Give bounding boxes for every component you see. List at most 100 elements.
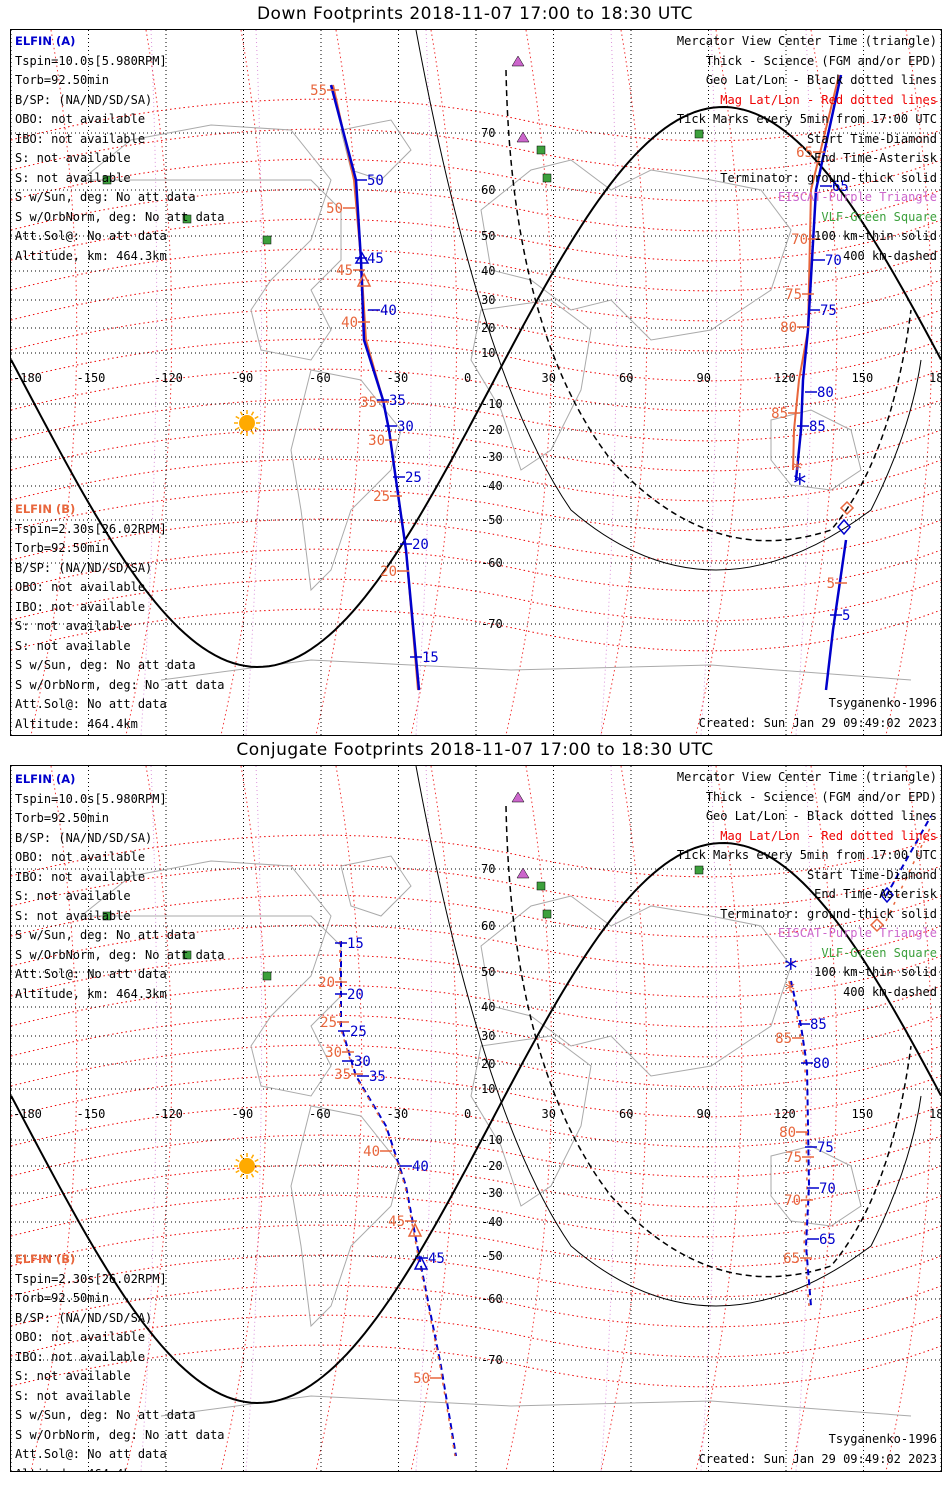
lon-label: 180 <box>929 1107 941 1121</box>
legend-item: 400 km-dashed <box>843 984 937 999</box>
legend-item: Mag Lat/Lon - Red dotted lines <box>720 92 937 107</box>
lon-label: 30 <box>542 371 556 385</box>
elfin-b-center-triangle <box>356 272 372 287</box>
terminator-ground <box>11 841 941 1405</box>
elfin-b-line: Torb=92.50min <box>15 1291 109 1305</box>
elfin-a-tick-label: 35 <box>369 1069 386 1085</box>
mag-lon-line <box>410 766 458 1471</box>
elfin-b-start-diamond <box>869 917 885 933</box>
legend-item: EISCAT-Purple Triangle <box>778 926 937 940</box>
lat-label: 20 <box>481 1057 495 1071</box>
mag-grid <box>11 766 941 1471</box>
map-panel-down: -180 -150 -120 -90 -60 -30 0 30 60 90 120 150 180 70 6… <box>10 29 942 736</box>
vlf-square <box>102 911 112 921</box>
lon-label: 90 <box>697 1107 711 1121</box>
elfin-a-east-tick-label: 85 <box>810 1017 827 1033</box>
elfin-b-line: Att.Sol@: No att data <box>15 697 167 711</box>
elfin-b-tick-label: 20 <box>380 564 397 580</box>
vlf-square <box>536 881 546 891</box>
elfin-a-tick-label: 30 <box>397 419 414 435</box>
mag-lon-line <box>505 30 553 735</box>
sun-icon <box>234 1153 260 1179</box>
lon-label: 120 <box>774 371 796 385</box>
lon-label: 180 <box>929 371 941 385</box>
legend-item: Terminator: ground-thick solid <box>720 906 937 921</box>
elfin-a-track-south <box>824 539 848 691</box>
legend-item: Mercator View Center Time (triangle) <box>676 770 937 784</box>
sun-icon <box>234 410 260 436</box>
elfin-a-tick-label: 45 <box>367 251 384 267</box>
elfin-a-line: S w/Sun, deg: No att data <box>15 190 196 204</box>
elfin-a-line: S w/OrbNorm, deg: No att data <box>15 947 225 962</box>
elfin-b-tick-label: 45 <box>388 1214 405 1230</box>
lat-label: -10 <box>481 397 503 411</box>
map-legend: Mercator View Center Time (triangle) Thic… <box>677 32 937 266</box>
coastline <box>79 124 342 361</box>
model-label: Tsyganenko-1996 <box>828 1432 937 1446</box>
lat-label: 10 <box>481 1082 495 1096</box>
elfin-a-tick-label: 35 <box>389 393 406 409</box>
elfin-b-east-tick-label: 80 <box>779 1125 796 1141</box>
elfin-a-east-tick-label: 5 <box>842 608 850 624</box>
elfin-b-track-east <box>792 74 840 471</box>
elfin-a-end-asterisk: ∗ <box>783 949 799 979</box>
lat-label: 50 <box>481 965 495 979</box>
coastline <box>480 895 792 1077</box>
elfin-a-tick-label: 50 <box>367 173 384 189</box>
lat-label: 40 <box>481 1000 495 1014</box>
eiscat-triangle <box>511 791 525 803</box>
elfin-b-east-tick-label: 80 <box>780 320 797 336</box>
lat-label: -70 <box>481 617 503 631</box>
lon-label: 120 <box>774 1107 796 1121</box>
elfin-b-east-tick-label: 85 <box>775 1031 792 1047</box>
lon-label: -120 <box>154 371 183 385</box>
terminator-100km <box>415 30 922 571</box>
lat-label: -40 <box>481 479 503 493</box>
elfin-a-line: S: not available <box>15 889 131 903</box>
legend-item: 100 km-thin solid <box>814 229 937 243</box>
elfin-a-tick-label: 15 <box>347 936 364 952</box>
legend-item: VLF-Green Square <box>821 209 937 224</box>
terminator-100km <box>415 766 922 1307</box>
sun-ray <box>235 415 240 420</box>
sun-ray <box>239 1173 244 1178</box>
vlf-square <box>694 129 704 139</box>
coastline <box>160 1395 912 1417</box>
elfin-a-line: Att.Sol@: No att data <box>15 229 167 243</box>
elfin-b-tick-label: 55 <box>310 83 327 99</box>
lon-label: -60 <box>309 371 331 385</box>
coastline <box>470 1035 592 1207</box>
purple-meridian <box>795 766 813 1471</box>
elfin-a-east-tick-label: 65 <box>832 179 849 195</box>
lon-label: 30 <box>542 1107 556 1121</box>
elfin-a-track-east <box>794 74 843 481</box>
mag-lon-line <box>695 766 743 1471</box>
terminator-400km <box>505 805 912 1278</box>
sun-disc <box>239 1158 255 1174</box>
purple-meridian <box>415 766 433 1471</box>
lon-label: -150 <box>77 371 106 385</box>
sun-ray <box>239 430 244 435</box>
elfin-a-east-tick-label: 80 <box>817 385 834 401</box>
lat-label: 30 <box>481 1029 495 1043</box>
vlf-square <box>694 865 704 875</box>
lon-label: 90 <box>697 371 711 385</box>
lon-label: 60 <box>619 371 633 385</box>
lon-label: 0 <box>464 371 471 385</box>
elfin-b-line: Torb=92.50min <box>15 541 109 555</box>
legend-item: End Time-Asterisk <box>814 151 937 165</box>
elfin-a-line: S: not available <box>15 908 131 923</box>
vlf-square <box>182 950 192 960</box>
elfin-a-info: ELFIN (A) Tspin=10.0s[5.980RPM] Torb=92.50… <box>15 32 225 266</box>
elfin-b-header: ELFIN (B) <box>15 502 76 516</box>
elfin-b-east-tick-label: 85 <box>771 406 788 422</box>
elfin-b-east-tick-label: 75 <box>785 1150 802 1166</box>
legend-item: EISCAT-Purple Triangle <box>778 190 937 204</box>
mag-lon-line <box>30 766 78 1471</box>
elfin-a-line: Torb=92.50min <box>15 811 109 825</box>
mag-lon-line <box>505 766 553 1471</box>
elfin-a-east-tick-label: 65 <box>819 1232 836 1248</box>
mag-lon-line <box>790 766 838 1471</box>
elfin-b-start-diamond <box>839 500 855 516</box>
elfin-a-tick-label: 20 <box>412 537 429 553</box>
